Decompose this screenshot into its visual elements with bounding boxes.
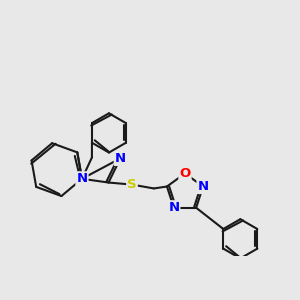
- Text: N: N: [115, 152, 126, 165]
- Text: N: N: [168, 201, 179, 214]
- Text: S: S: [127, 178, 137, 191]
- Text: N: N: [197, 180, 208, 193]
- Text: O: O: [179, 167, 191, 180]
- Text: N: N: [76, 172, 88, 185]
